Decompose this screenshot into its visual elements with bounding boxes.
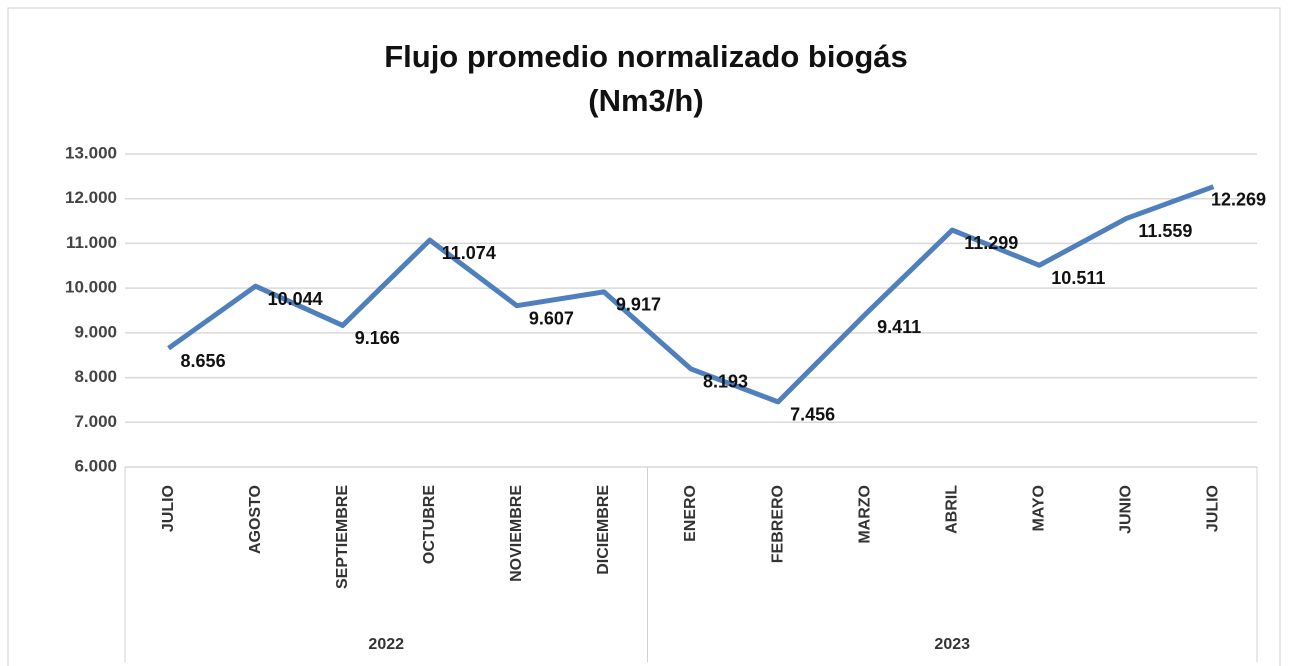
data-label: 9.917 [616, 295, 661, 315]
data-label: 9.607 [529, 308, 574, 328]
y-tick-label: 10.000 [65, 278, 117, 297]
data-label: 10.511 [1051, 268, 1105, 288]
data-line [167, 184, 1215, 405]
group-label: 2023 [934, 636, 970, 653]
y-tick-label: 7.000 [74, 412, 117, 431]
chart-subtitle: (Nm3/h) [588, 83, 703, 118]
x-tick-label: AGOSTO [247, 485, 264, 554]
x-tick-label: SEPTIEMBRE [334, 485, 351, 589]
x-tick-label: JULIO [1205, 485, 1222, 532]
data-label: 12.269 [1211, 189, 1266, 209]
y-tick-label: 9.000 [74, 322, 117, 341]
data-label: 8.193 [703, 372, 748, 392]
x-tick-label: MARZO [856, 485, 873, 544]
x-tick-label: JUNIO [1118, 485, 1135, 534]
y-tick-label: 8.000 [74, 367, 117, 386]
data-label: 11.074 [442, 243, 496, 263]
data-label: 9.411 [877, 317, 921, 337]
group-label: 2022 [368, 636, 404, 653]
data-label: 9.166 [355, 328, 400, 348]
chart-frame [7, 7, 1281, 666]
x-tick-label: ABRIL [943, 485, 960, 534]
y-tick-label: 11.000 [66, 233, 117, 252]
x-tick-label: FEBRERO [769, 485, 786, 563]
x-tick-label: ENERO [682, 485, 699, 542]
data-label: 7.456 [790, 405, 835, 425]
y-tick-label: 12.000 [65, 188, 117, 207]
data-label: 10.044 [268, 289, 323, 309]
data-label: 11.559 [1138, 221, 1192, 241]
x-tick-label: JULIO [160, 485, 177, 532]
y-tick-label: 6.000 [74, 456, 117, 475]
chart-title: Flujo promedio normalizado biogás [384, 39, 908, 74]
x-tick-label: MAYO [1031, 485, 1048, 532]
x-tick-label: DICIEMBRE [595, 485, 612, 575]
data-label: 11.299 [964, 233, 1018, 253]
x-tick-label: NOVIEMBRE [508, 485, 525, 582]
x-tick-label: OCTUBRE [421, 485, 438, 564]
data-label: 8.656 [181, 351, 226, 371]
y-tick-label: 13.000 [65, 143, 117, 162]
